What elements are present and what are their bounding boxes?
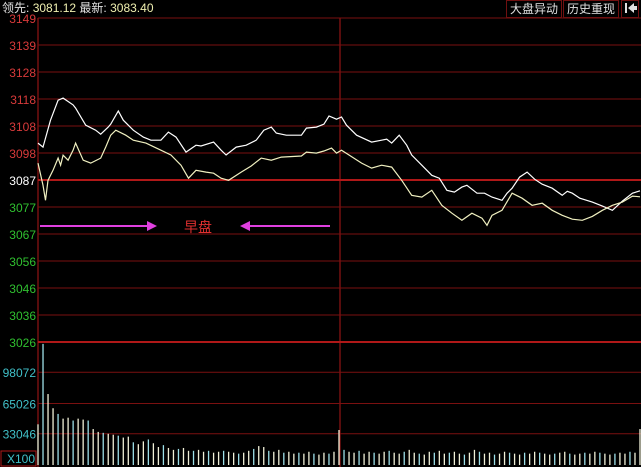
price-tick-label: 3077 [9, 201, 36, 215]
grid [37, 17, 641, 467]
quote-header: 领先: 3081.12 最新: 3083.40 [2, 0, 154, 17]
volume-tick-label: 65026 [3, 397, 37, 411]
volume-tick-label: 98072 [3, 366, 37, 380]
price-tick-label: 3139 [9, 39, 36, 53]
leader-index-line [37, 129, 641, 227]
leader-value: 3081.12 [32, 1, 77, 15]
market-alert-button[interactable]: 大盘异动 [506, 0, 563, 18]
price-tick-label: 3149 [9, 12, 36, 26]
y-axis-labels: 3149 3139 3128 3118 3108 3098 3087 3077 3067 3056… [0, 12, 37, 467]
session-annotation: 早盘 [40, 219, 330, 235]
price-tick-label: 3128 [9, 66, 36, 80]
price-tick-label: 3108 [9, 120, 36, 134]
volume-unit-label: X100 [7, 452, 35, 466]
volume-tick-label: 33046 [3, 428, 37, 442]
left-arrow-head [240, 221, 250, 231]
price-lines [37, 97, 641, 227]
price-tick-label: 3056 [9, 255, 36, 269]
right-arrow-head [147, 221, 157, 231]
price-tick-label: 3118 [10, 93, 36, 107]
volume-bars [37, 343, 641, 465]
history-replay-button[interactable]: 历史重现 [563, 0, 620, 18]
back-button[interactable] [621, 0, 639, 18]
latest-value: 3083.40 [110, 1, 154, 15]
unit-box [0, 450, 37, 467]
price-tick-label: 3098 [9, 147, 36, 161]
session-label: 早盘 [184, 219, 212, 235]
latest-label: 最新: [79, 1, 107, 15]
price-tick-label: 3087 [9, 174, 36, 188]
price-tick-label: 3026 [9, 336, 36, 350]
latest-price-line [37, 97, 641, 212]
price-tick-label: 3067 [9, 228, 36, 242]
price-tick-label: 3036 [9, 309, 36, 323]
skip-back-icon [625, 3, 637, 13]
price-tick-label: 3046 [9, 282, 36, 296]
leader-label: 领先: [2, 1, 30, 15]
